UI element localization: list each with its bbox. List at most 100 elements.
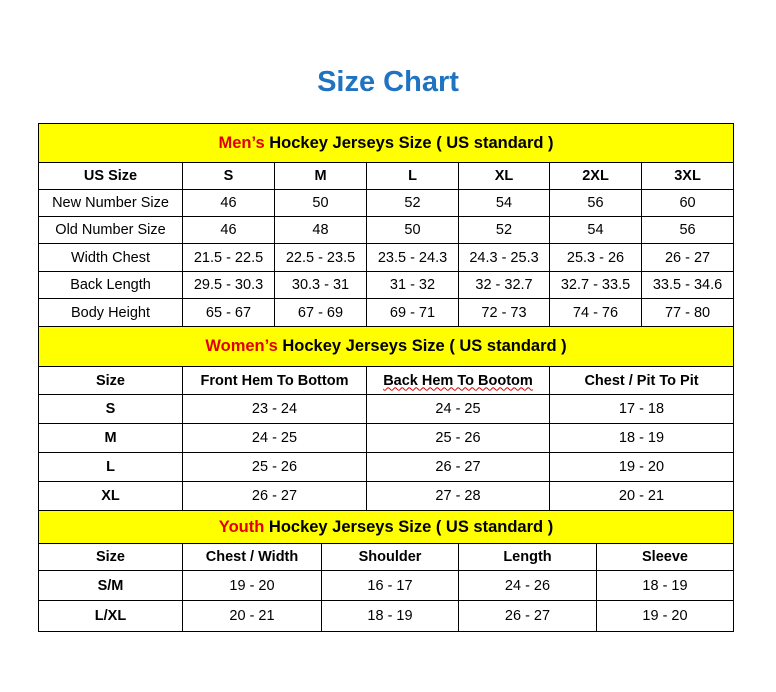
column-header: Sleeve — [595, 543, 735, 571]
column-header: Shoulder — [321, 543, 459, 571]
table-cell: 21.5 - 22.5 — [182, 243, 275, 272]
table-cell: 25.3 - 26 — [549, 243, 642, 272]
table-cell: 18 - 19 — [321, 600, 459, 632]
table-cell: 60 — [640, 189, 735, 217]
table-cell: 16 - 17 — [321, 570, 459, 601]
column-header: 3XL — [640, 162, 735, 190]
table-cell: 46 — [182, 189, 275, 217]
header-row: US Size S M L XL 2XL 3XL — [38, 162, 735, 190]
table-row: M 24 - 25 25 - 26 18 - 19 — [38, 423, 735, 453]
table-cell: 24 - 25 — [366, 394, 550, 424]
table-cell: 54 — [458, 189, 550, 217]
table-cell: 17 - 18 — [548, 394, 735, 424]
table-cell: 69 - 71 — [366, 298, 459, 327]
womens-size-table: Women’s Hockey Jerseys Size ( US standar… — [37, 326, 735, 511]
table-cell: 52 — [366, 189, 459, 217]
table-cell: 56 — [549, 189, 642, 217]
row-label: L/XL — [38, 600, 183, 632]
section-title-text: Hockey Jerseys Size ( US standard ) — [277, 337, 567, 355]
table-cell: 25 - 26 — [182, 452, 367, 482]
table-cell: 74 - 76 — [549, 298, 642, 327]
table-cell: 33.5 - 34.6 — [640, 271, 735, 299]
column-header: US Size — [38, 162, 183, 190]
column-header: Size — [38, 366, 183, 395]
row-label: M — [38, 423, 183, 453]
table-cell: 32 - 32.7 — [458, 271, 550, 299]
column-header: Size — [38, 543, 183, 571]
table-cell: 20 - 21 — [548, 481, 735, 511]
table-cell: 24 - 25 — [182, 423, 367, 453]
section-title-accent: Youth — [218, 517, 265, 536]
table-cell: 20 - 21 — [182, 600, 322, 632]
header-row: Size Front Hem To Bottom Back Hem To Booto… — [38, 366, 735, 395]
column-header: Chest / Pit To Pit — [548, 366, 735, 395]
table-cell: 65 - 67 — [182, 298, 275, 327]
mens-size-table: Men’s Hockey Jerseys Size ( US standard … — [37, 123, 735, 327]
section-title: Men’s Hockey Jerseys Size ( US standard … — [37, 123, 735, 163]
row-label: S — [38, 394, 183, 424]
youth-size-table: Youth Hockey Jerseys Size ( US standard … — [37, 510, 735, 632]
section-title-accent: Women’s — [205, 337, 278, 355]
column-header: Chest / Width — [182, 543, 322, 571]
table-row: S 23 - 24 24 - 25 17 - 18 — [38, 394, 735, 424]
table-cell: 72 - 73 — [458, 298, 550, 327]
table-cell: 54 — [549, 216, 642, 244]
table-cell: 26 - 27 — [182, 481, 367, 511]
row-label: Old Number Size — [38, 216, 183, 244]
table-row: Old Number Size 46 48 50 52 54 56 — [38, 216, 735, 244]
column-header: M — [274, 162, 367, 190]
column-header: Length — [458, 543, 597, 571]
table-cell: 50 — [366, 216, 459, 244]
table-cell: 18 - 19 — [548, 423, 735, 453]
row-label: Width Chest — [38, 243, 183, 272]
table-cell: 18 - 19 — [595, 570, 735, 601]
table-cell: 32.7 - 33.5 — [549, 271, 642, 299]
column-header: S — [182, 162, 275, 190]
row-label: Back Length — [38, 271, 183, 299]
table-row: L/XL 20 - 21 18 - 19 26 - 27 19 - 20 — [38, 600, 735, 632]
column-header: XL — [458, 162, 550, 190]
column-header: Back Hem To Bootom — [366, 366, 550, 395]
table-cell: 26 - 27 — [458, 600, 597, 632]
header-row: Size Chest / Width Shoulder Length Sleeve — [38, 543, 735, 571]
table-cell: 24 - 26 — [458, 570, 597, 601]
row-label: Body Height — [38, 298, 183, 327]
table-row: Width Chest 21.5 - 22.5 22.5 - 23.5 23.5 - … — [38, 243, 735, 272]
table-cell: 31 - 32 — [366, 271, 459, 299]
table-cell: 50 — [274, 189, 367, 217]
section-title: Youth Hockey Jerseys Size ( US standard … — [37, 510, 735, 544]
table-row: S/M 19 - 20 16 - 17 24 - 26 18 - 19 — [38, 570, 735, 601]
row-label: New Number Size — [38, 189, 183, 217]
table-cell: 26 - 27 — [640, 243, 735, 272]
table-cell: 24.3 - 25.3 — [458, 243, 550, 272]
row-label: S/M — [38, 570, 183, 601]
table-cell: 23 - 24 — [182, 394, 367, 424]
table-cell: 25 - 26 — [366, 423, 550, 453]
table-cell: 19 - 20 — [595, 600, 735, 632]
table-cell: 46 — [182, 216, 275, 244]
section-title-accent: Men’s — [218, 133, 265, 152]
table-cell: 56 — [640, 216, 735, 244]
table-cell: 30.3 - 31 — [274, 271, 367, 299]
section-title: Women’s Hockey Jerseys Size ( US standar… — [37, 326, 735, 367]
table-row: Body Height 65 - 67 67 - 69 69 - 71 72 - 73 7… — [38, 298, 735, 327]
table-row: XL 26 - 27 27 - 28 20 - 21 — [38, 481, 735, 511]
table-row: New Number Size 46 50 52 54 56 60 — [38, 189, 735, 217]
table-row: Back Length 29.5 - 30.3 30.3 - 31 31 - 32 32… — [38, 271, 735, 299]
table-cell: 19 - 20 — [548, 452, 735, 482]
table-cell: 29.5 - 30.3 — [182, 271, 275, 299]
column-header: L — [366, 162, 459, 190]
table-cell: 22.5 - 23.5 — [274, 243, 367, 272]
row-label: L — [38, 452, 183, 482]
table-cell: 52 — [458, 216, 550, 244]
table-cell: 26 - 27 — [366, 452, 550, 482]
column-header: 2XL — [549, 162, 642, 190]
row-label: XL — [38, 481, 183, 511]
table-cell: 77 - 80 — [640, 298, 735, 327]
table-cell: 67 - 69 — [274, 298, 367, 327]
table-cell: 27 - 28 — [366, 481, 550, 511]
column-header: Front Hem To Bottom — [182, 366, 367, 395]
table-cell: 23.5 - 24.3 — [366, 243, 459, 272]
table-cell: 19 - 20 — [182, 570, 322, 601]
table-row: L 25 - 26 26 - 27 19 - 20 — [38, 452, 735, 482]
